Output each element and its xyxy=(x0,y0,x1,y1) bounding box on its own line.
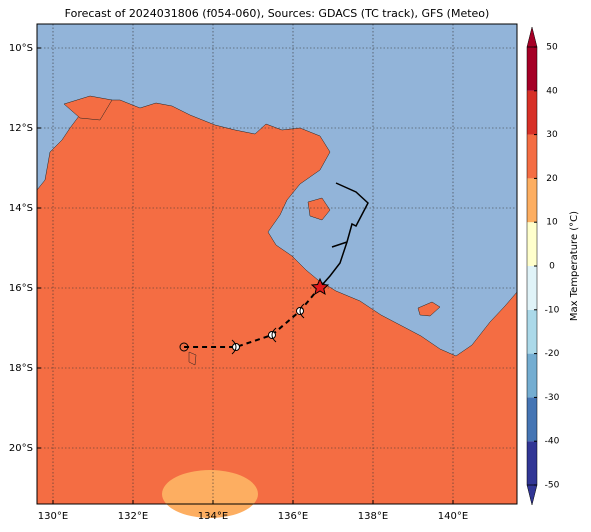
y-tick-label: 14°S xyxy=(9,203,33,214)
warm-patch xyxy=(162,470,258,518)
x-tick-label: 132°E xyxy=(118,511,148,522)
colorbar-band xyxy=(527,134,537,179)
y-tick-label: 10°S xyxy=(9,43,33,54)
colorbar-tick-label: 10 xyxy=(546,218,558,228)
track-observed xyxy=(321,182,369,286)
colorbar-band xyxy=(527,309,537,354)
colorbar-label: Max Temperature (°C) xyxy=(569,211,580,321)
cyclone-symbol xyxy=(231,303,305,355)
current-position xyxy=(310,277,330,296)
x-tick-label: 140°E xyxy=(438,511,468,522)
colorbar-band xyxy=(527,178,537,223)
y-tick-label: 16°S xyxy=(9,283,33,294)
colorbar-tick-label: -20 xyxy=(545,349,560,359)
track-forecast xyxy=(184,286,321,348)
island xyxy=(307,197,331,221)
colorbar: -50 -40 -30 -20 -10 0 10 20 30 40 50 xyxy=(526,26,560,506)
grid xyxy=(37,24,517,504)
x-tick-label: 138°E xyxy=(358,511,388,522)
colorbar-band xyxy=(527,90,537,135)
colorbar-extend xyxy=(526,484,538,506)
map-area xyxy=(36,23,518,518)
colorbar-band xyxy=(527,222,537,266)
colorbar-tick-label: -30 xyxy=(545,393,560,403)
colorbar-tick-label: -50 xyxy=(545,481,560,491)
title: Forecast of 2024031806 (f054-060), Sourc… xyxy=(65,7,490,20)
map-frame xyxy=(36,23,518,505)
colorbar-band xyxy=(527,441,537,485)
colorbar-tick-label: 40 xyxy=(546,86,558,96)
y-tick-label: 12°S xyxy=(9,123,33,134)
colorbar-band xyxy=(527,397,537,442)
colorbar-tick-label: -40 xyxy=(545,437,560,447)
land xyxy=(36,99,518,505)
island xyxy=(417,301,441,317)
colorbar-extend xyxy=(526,26,538,48)
colorbar-tick-label: 0 xyxy=(549,262,555,272)
y-tick-label: 18°S xyxy=(9,363,33,374)
x-tick-label: 130°E xyxy=(38,511,68,522)
y-tick-label: 20°S xyxy=(9,443,33,454)
colorbar-tick-label: 30 xyxy=(546,130,558,140)
colorbar-band xyxy=(527,47,537,91)
colorbar-tick-label: 50 xyxy=(546,43,558,53)
colorbar-band xyxy=(527,266,537,310)
island xyxy=(63,95,113,121)
colorbar-tick-label: -10 xyxy=(545,305,560,315)
colorbar-tick-label: 20 xyxy=(546,174,558,184)
x-tick-label: 134°E xyxy=(198,511,228,522)
island xyxy=(188,351,197,366)
x-tick-label: 136°E xyxy=(278,511,308,522)
colorbar-band xyxy=(527,353,537,398)
track-point xyxy=(179,342,189,352)
